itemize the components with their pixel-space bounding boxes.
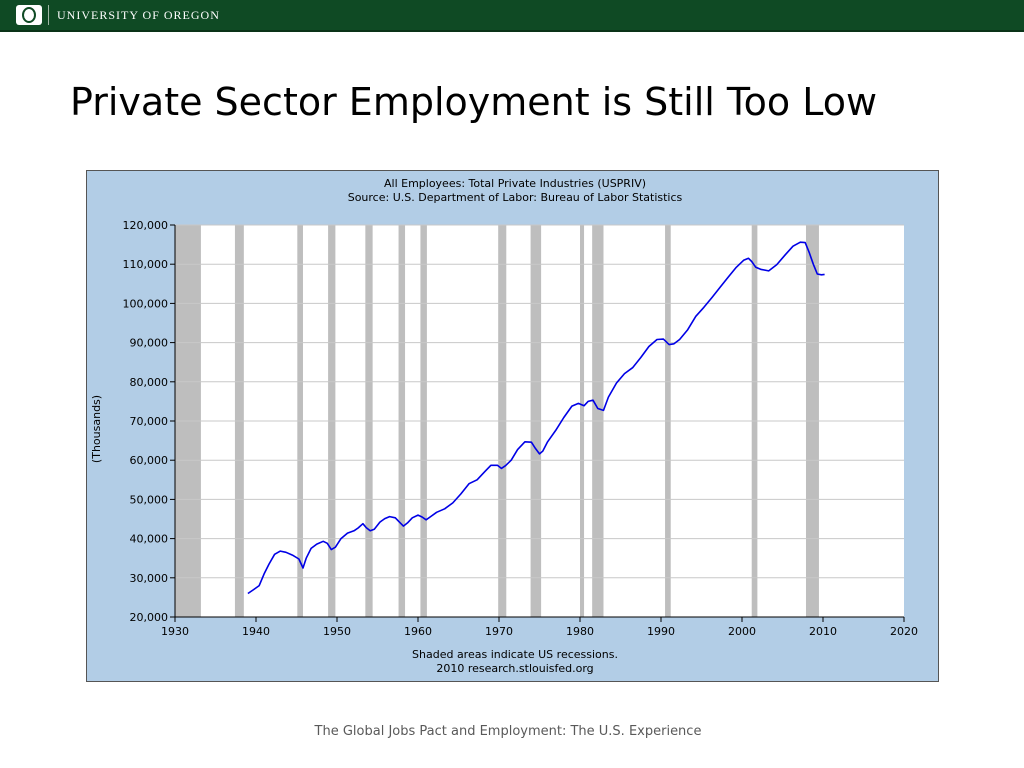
y-tick-label: 120,000 (123, 219, 169, 232)
series-line-usppriv (247, 241, 825, 595)
x-tick-label: 2000 (728, 625, 756, 638)
y-tick-label: 110,000 (123, 258, 169, 271)
y-tick-label: 90,000 (130, 337, 169, 350)
y-axis-label: (Thousands) (90, 395, 103, 463)
y-tick-label: 60,000 (130, 454, 169, 467)
y-tick-label: 40,000 (130, 533, 169, 546)
x-tick-label: 1970 (485, 625, 513, 638)
y-tick-label: 70,000 (130, 415, 169, 428)
y-tick-label: 80,000 (130, 376, 169, 389)
slide-footer: The Global Jobs Pact and Employment: The… (314, 724, 702, 739)
x-tick-label: 1950 (323, 625, 351, 638)
recession-note: Shaded areas indicate US recessions. (412, 648, 618, 661)
y-tick-label: 30,000 (130, 572, 169, 585)
chart-subtitle: Source: U.S. Department of Labor: Bureau… (348, 191, 683, 204)
x-tick-label: 2020 (890, 625, 918, 638)
x-tick-label: 1980 (566, 625, 594, 638)
slide-title: Private Sector Employment is Still Too L… (70, 80, 878, 124)
y-tick-label: 100,000 (123, 297, 169, 310)
x-tick-label: 1960 (404, 625, 432, 638)
chart-title: All Employees: Total Private Industries … (384, 177, 646, 190)
employment-line-chart: 20,000 30,000 40,000 50,000 60,000 70,000 80,0… (90, 177, 919, 675)
oregon-o-logo-icon (16, 5, 42, 25)
x-tick-label: 2010 (809, 625, 837, 638)
x-tick-label: 1990 (647, 625, 675, 638)
x-tick-label: 1940 (242, 625, 270, 638)
banner-divider (48, 5, 49, 25)
source-credit: 2010 research.stlouisfed.org (436, 662, 593, 675)
university-name: UNIVERSITY OF OREGON (57, 8, 220, 22)
axes: 20,000 30,000 40,000 50,000 60,000 70,000 80,0… (123, 219, 919, 638)
top-banner: UNIVERSITY OF OREGON (0, 0, 1024, 32)
series-layer (247, 241, 825, 595)
y-tick-label: 20,000 (130, 611, 169, 624)
x-tick-label: 1930 (161, 625, 189, 638)
chart-panel: 20,000 30,000 40,000 50,000 60,000 70,000 80,0… (86, 170, 939, 682)
y-tick-label: 50,000 (130, 493, 169, 506)
